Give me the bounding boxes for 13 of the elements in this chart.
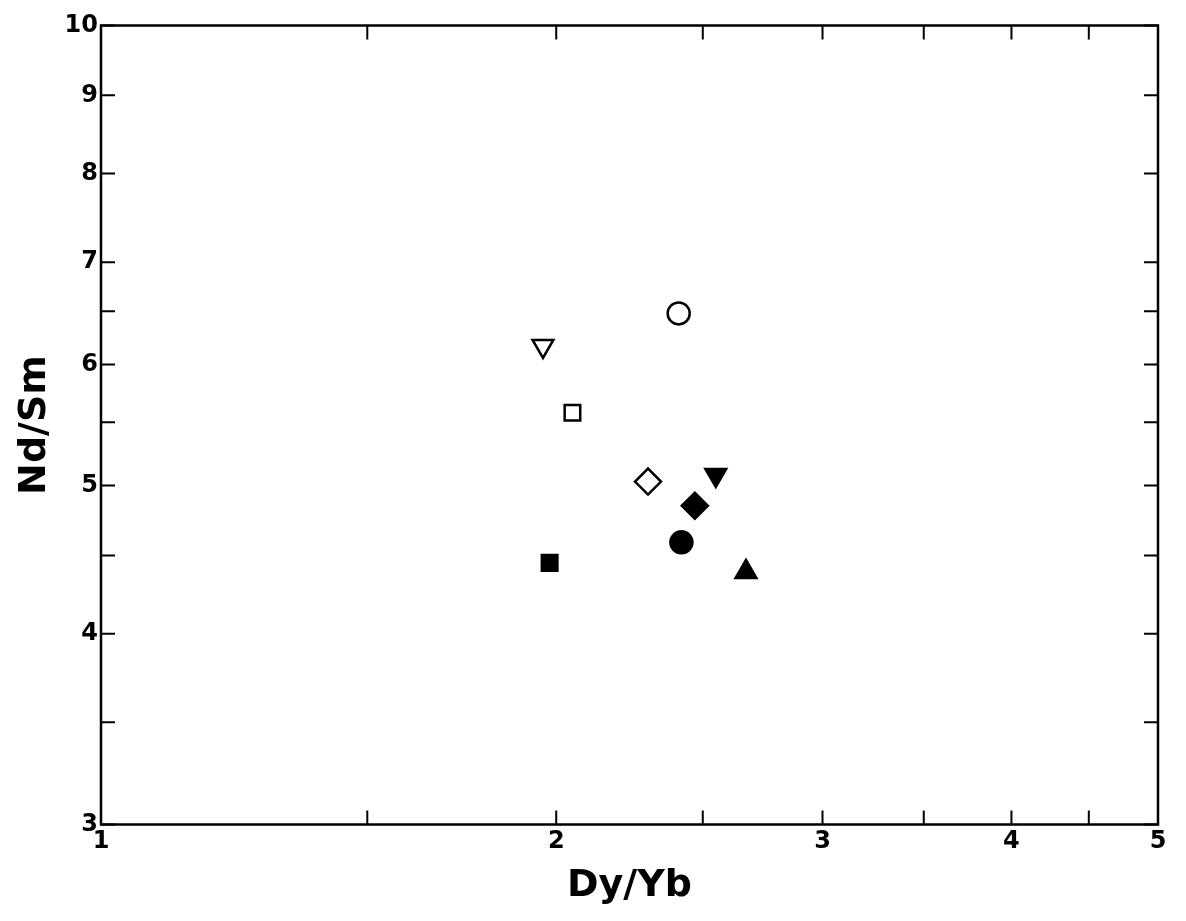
y-tick-label: 4 [81, 617, 98, 646]
y-tick-label: 5 [81, 469, 98, 498]
x-tick-label: 3 [814, 826, 831, 855]
x-axis-title: Dy/Yb [567, 861, 692, 906]
x-tick-label: 5 [1149, 826, 1167, 855]
y-tick-label: 8 [81, 157, 98, 186]
x-tick-label: 2 [547, 826, 565, 855]
y-axis-title: Nd/Sm [9, 355, 54, 495]
y-tick-label: 10 [64, 9, 98, 38]
y-tick-label: 9 [81, 79, 98, 108]
x-tick-label: 4 [1003, 826, 1020, 855]
y-tick-label: 6 [81, 348, 98, 377]
y-tick-label: 7 [81, 246, 98, 275]
